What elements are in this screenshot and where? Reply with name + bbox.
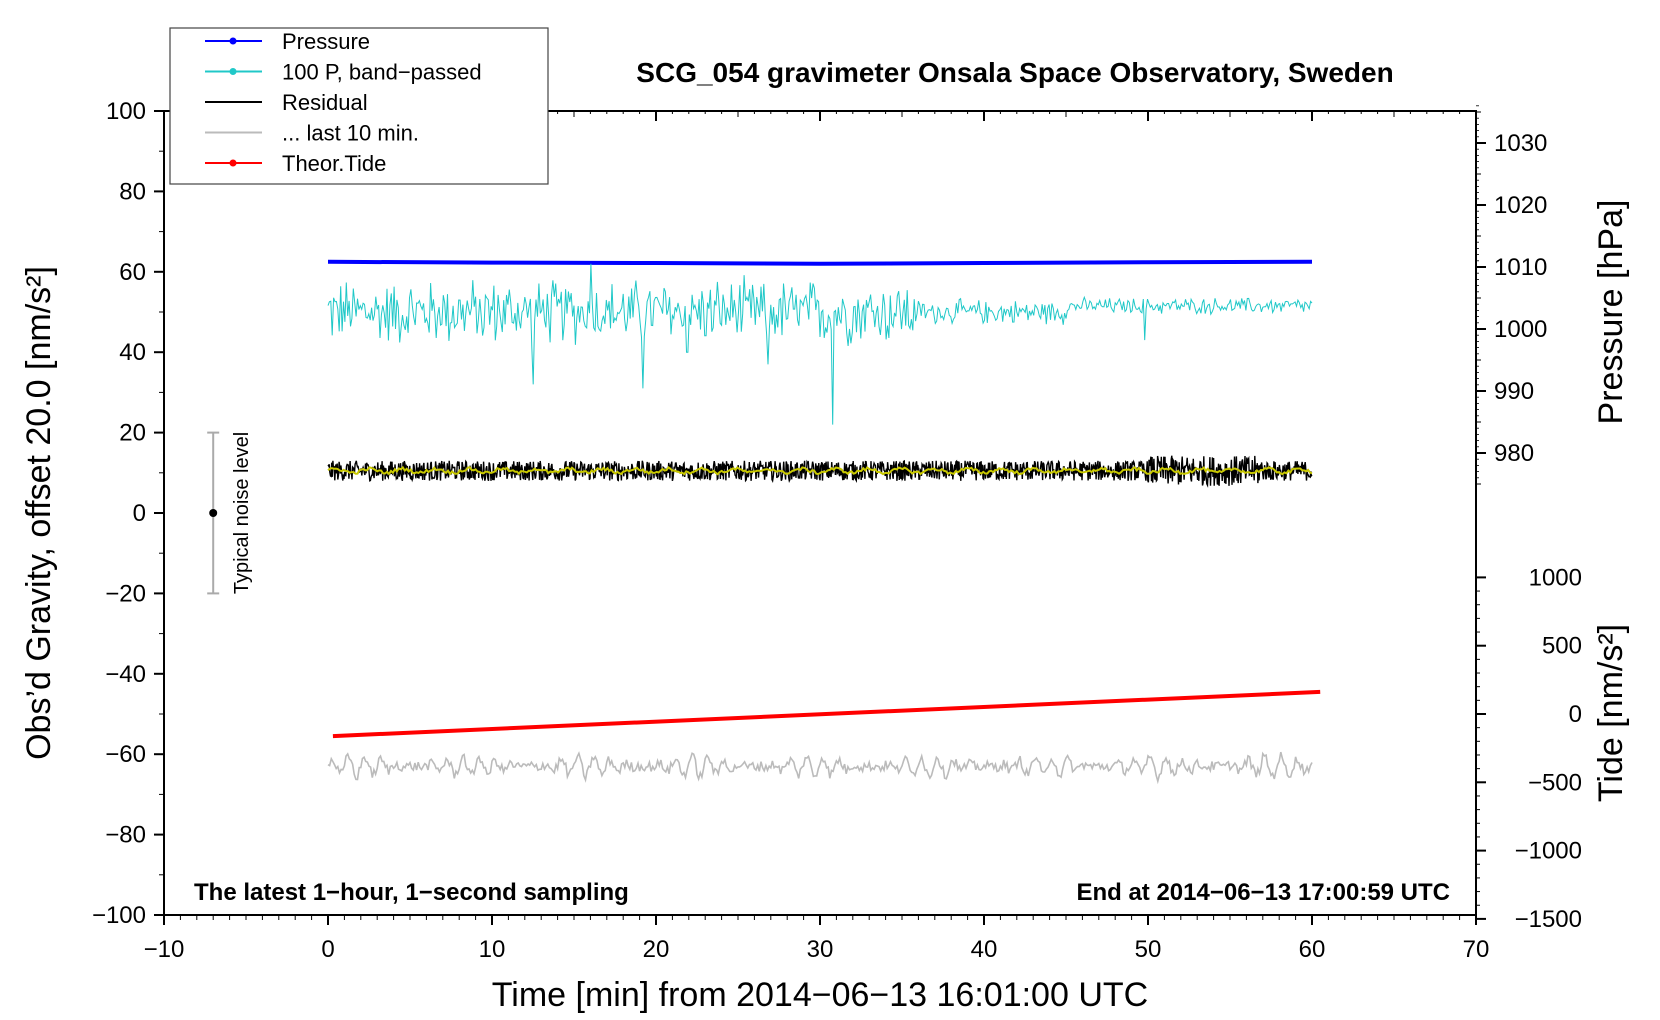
legend-box: [169, 27, 549, 185]
tide-axis-ticks: 1000 500 0 −500 −1000 −1500: [1476, 564, 1582, 933]
y-tick-label: 20: [119, 420, 146, 447]
y-tick-label: −40: [105, 661, 146, 688]
tide-tick-label: −1000: [1515, 838, 1582, 865]
legend-label: 100 P, band−passed: [282, 60, 482, 85]
legend-marker: [229, 37, 237, 45]
tide-tick-label: −500: [1528, 769, 1582, 796]
legend-label: Residual: [282, 90, 368, 115]
series-tide-line: [332, 689, 1321, 739]
series-group: [327, 259, 1321, 785]
x-tick-label: −10: [144, 936, 185, 963]
y-tick-label: 80: [119, 178, 146, 205]
annotation-bottom-left: The latest 1−hour, 1−second sampling: [194, 879, 629, 906]
y-tick-label: −100: [92, 902, 146, 929]
x-axis-title: Time [min] from 2014−06−13 16:01:00 UTC: [492, 976, 1148, 1014]
series-last10min-line: [327, 751, 1313, 785]
pressure-axis-ticks: 1030 1020 1010 1000 990 980: [1476, 105, 1547, 485]
noise-bar: Typical noise level: [207, 431, 253, 595]
x-tick-label: 30: [807, 936, 834, 963]
series-residual-smoothed-line: [327, 465, 1313, 476]
y-left-axis-ticks: 100 80 60 40 20 0 −20 −40 −60 −80 −100: [92, 98, 164, 929]
pressure-tick-label: 1010: [1494, 254, 1547, 281]
chart-title: SCG_054 gravimeter Onsala Space Observat…: [636, 57, 1393, 88]
x-tick-label: 20: [643, 936, 670, 963]
y-tick-label: −80: [105, 822, 146, 849]
y-tick-label: −60: [105, 741, 146, 768]
y-tick-label: −20: [105, 580, 146, 607]
tide-tick-label: 1000: [1529, 564, 1582, 591]
tide-tick-label: 0: [1569, 701, 1582, 728]
y-axis-title-tide: Tide [nm/s²]: [1592, 624, 1630, 802]
x-tick-label: 50: [1135, 936, 1162, 963]
tide-tick-label: −1500: [1515, 906, 1582, 933]
series-bandpassed-line: [327, 263, 1313, 425]
annotation-bottom-right: End at 2014−06−13 17:00:59 UTC: [1076, 879, 1450, 906]
legend-label: Pressure: [282, 29, 370, 54]
legend-marker: [229, 159, 237, 167]
y-tick-label: 40: [119, 339, 146, 366]
x-tick-label: 0: [321, 936, 334, 963]
y-axis-title-left: Obs’d Gravity, offset 20.0 [nm/s²]: [20, 266, 58, 760]
x-tick-label: 60: [1299, 936, 1326, 963]
y-tick-label: 0: [133, 500, 146, 527]
legend-marker: [229, 68, 237, 75]
plot-frame: [163, 110, 1477, 916]
noise-bar-center-dot: [209, 509, 218, 517]
pressure-tick-label: 990: [1494, 378, 1534, 405]
y-axis-title-pressure: Pressure [hPa]: [1592, 200, 1630, 425]
pressure-tick-label: 980: [1494, 440, 1534, 467]
legend-label: ... last 10 min.: [282, 121, 419, 146]
pressure-tick-label: 1030: [1494, 130, 1547, 157]
x-axis-ticks: −10 0 10 20 30 40 50 60 70: [144, 111, 1490, 963]
noise-bar-label: Typical noise level: [231, 432, 253, 594]
series-pressure-line: [327, 259, 1313, 266]
x-tick-label: 40: [971, 936, 998, 963]
y-tick-label: 100: [106, 98, 146, 125]
pressure-tick-label: 1000: [1494, 316, 1547, 343]
pressure-tick-label: 1020: [1494, 192, 1547, 219]
tide-tick-label: 500: [1542, 633, 1582, 660]
y-tick-label: 60: [119, 259, 146, 286]
x-tick-label: 70: [1463, 936, 1490, 963]
x-tick-label: 10: [479, 936, 506, 963]
legend: Pressure 100 P, band−passed Residual ... la…: [169, 27, 549, 185]
legend-label: Theor.Tide: [282, 151, 386, 176]
